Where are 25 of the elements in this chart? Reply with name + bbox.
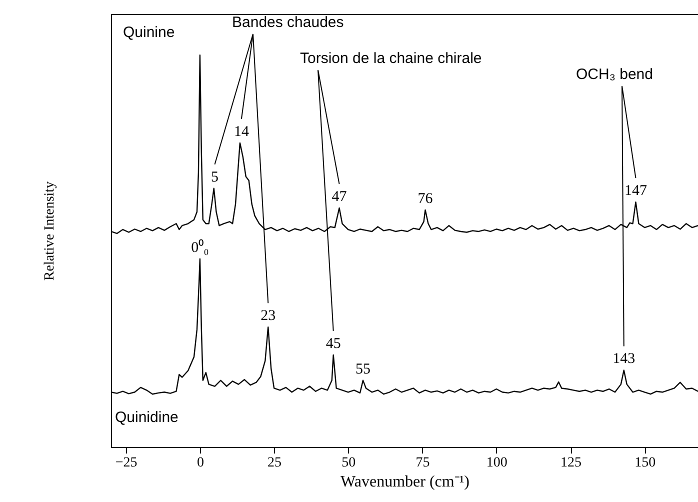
- annotation: OCH₃ bend: [576, 66, 653, 83]
- x-tick-label: 0: [196, 456, 204, 470]
- annotation: Torsion de la chaine chirale: [300, 50, 482, 67]
- x-axis-title: Wavenumber (cm⁻¹): [340, 474, 470, 490]
- x-tick-label: 100: [486, 456, 508, 470]
- annotation: 47: [332, 188, 348, 205]
- annotation: 76: [418, 190, 434, 207]
- x-tick-label: 50: [342, 456, 356, 470]
- annotation: 45: [326, 336, 341, 352]
- annotation: 14: [234, 124, 250, 140]
- x-tick-label: 125: [560, 456, 582, 470]
- annotation: 143: [612, 351, 636, 368]
- annotation: 23: [260, 308, 276, 324]
- y-axis-title: Relative Intensity: [42, 181, 58, 281]
- x-tick-label: 25: [268, 456, 282, 470]
- series-label: Quinine: [123, 24, 175, 41]
- annotation: 55: [355, 361, 370, 378]
- text: Bandes chaudes: [232, 14, 344, 31]
- x-tick-label: 150: [634, 456, 656, 470]
- annotation: 147: [624, 183, 648, 200]
- annotation: 5: [211, 169, 219, 186]
- x-tick-label: 75: [416, 456, 430, 470]
- series-label: Quinidine: [115, 409, 178, 426]
- x-tick-label: −25: [115, 456, 138, 470]
- annotation: 0⁰₀: [191, 238, 209, 256]
